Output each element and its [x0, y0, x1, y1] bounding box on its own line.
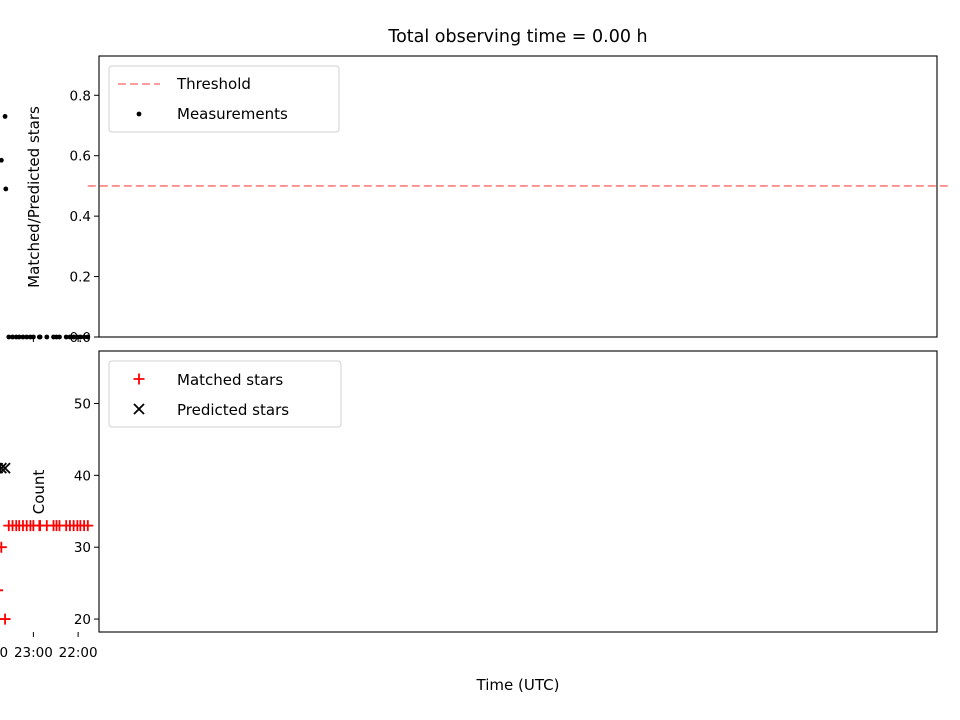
measurement-point — [20, 334, 26, 340]
measurement-point — [0, 157, 4, 163]
measurement-point — [71, 334, 77, 340]
y-tick-label: 0.4 — [70, 209, 91, 225]
legend-predicted-swatch — [133, 403, 145, 415]
legend-measurements-label: Measurements — [177, 105, 288, 123]
top-panel: Total observing time = 0.00 h 0.00.20.40… — [0, 27, 950, 346]
top-y-axis-label: Matched/Predicted stars — [25, 106, 43, 288]
y-tick-label: 0.0 — [70, 330, 91, 346]
y-tick-label: 50 — [74, 396, 91, 412]
measurement-point — [67, 334, 73, 340]
y-tick-label: 0.8 — [70, 88, 91, 104]
measurement-point — [2, 114, 8, 119]
y-tick-label: 40 — [74, 468, 91, 484]
x-tick-label: 00:00 — [0, 645, 8, 661]
matched-star-point — [0, 541, 7, 553]
bottom-y-axis-label: Count — [30, 470, 48, 515]
measurement-point — [3, 186, 9, 192]
bottom-legend: Matched stars Predicted stars — [108, 360, 342, 428]
measurement-point — [13, 334, 19, 340]
bottom-axes-frame — [98, 350, 938, 633]
measurement-point — [51, 334, 56, 340]
measurement-point — [36, 334, 42, 340]
chart-title: Total observing time = 0.00 h — [387, 27, 647, 47]
bottom-legend-box — [108, 360, 342, 428]
legend-matched-swatch — [133, 373, 145, 385]
predicted-star-point — [0, 462, 7, 474]
measurement-point — [28, 334, 33, 340]
matched-star-point — [3, 520, 15, 532]
measurement-point — [6, 334, 12, 340]
y-tick-label: 20 — [74, 612, 91, 628]
top-x-ticks — [32, 337, 79, 342]
matched-star-point — [0, 613, 11, 625]
top-plot-area — [0, 114, 950, 340]
matched-star-point — [0, 589, 4, 592]
y-tick-label: 30 — [74, 540, 91, 556]
x-axis-label: Time (UTC) — [476, 676, 560, 694]
measurement-point — [85, 334, 91, 340]
legend-matched-label: Matched stars — [177, 371, 283, 389]
y-tick-label: 0.6 — [70, 149, 91, 165]
top-legend-box — [108, 65, 340, 133]
legend-predicted-label: Predicted stars — [177, 401, 289, 419]
y-tick-label: 0.2 — [70, 270, 91, 286]
legend-threshold-label: Threshold — [176, 75, 251, 93]
x-tick-label: 23:00 — [14, 645, 53, 661]
bottom-y-ticks: 20 30 40 50 — [74, 396, 99, 628]
top-y-ticks: 0.0 0.2 0.4 0.6 0.8 — [70, 88, 99, 346]
measurement-point — [10, 334, 15, 340]
measurement-point — [63, 334, 69, 340]
measurement-point — [44, 334, 50, 340]
bottom-plot-area — [0, 462, 94, 625]
legend-measurements-swatch — [136, 111, 142, 117]
top-axes-frame — [98, 55, 938, 338]
predicted-star-point — [0, 462, 4, 474]
top-legend: Threshold Measurements — [108, 65, 340, 133]
measurement-point — [81, 334, 87, 340]
x-tick-label: 22:00 — [59, 645, 98, 661]
measurement-point — [24, 334, 30, 340]
